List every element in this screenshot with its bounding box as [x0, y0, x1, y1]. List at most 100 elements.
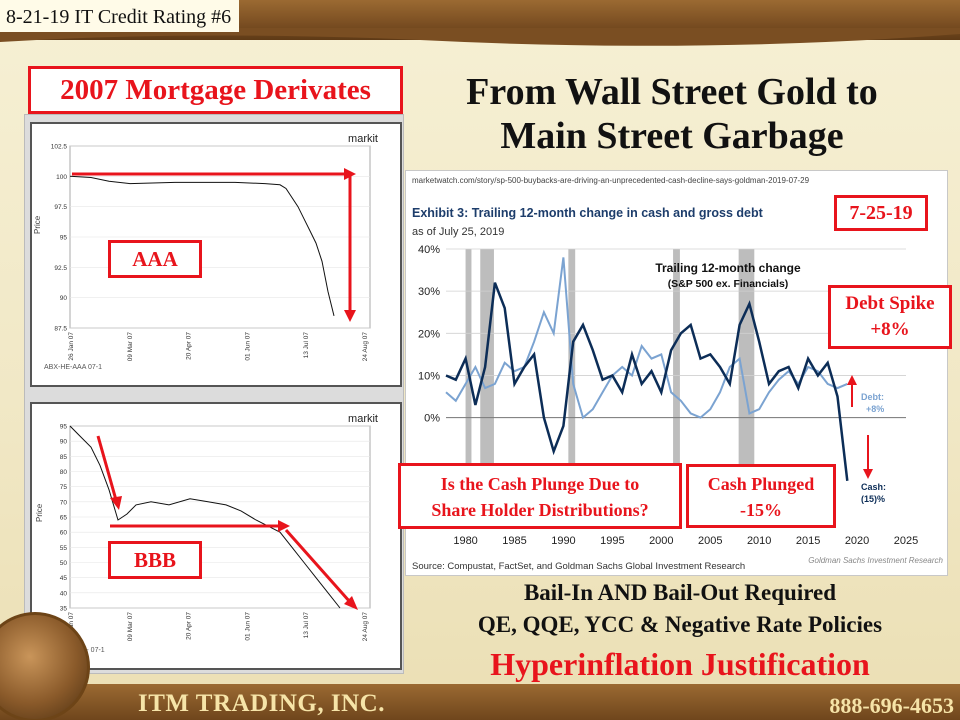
exhibit-y-tick-label: 30%	[418, 286, 440, 298]
exhibit-x-tick-label: 1995	[600, 535, 624, 547]
markit-logo: markit	[348, 413, 378, 425]
exhibit-y-tick-label: 40%	[418, 244, 440, 256]
aaa-x-tick-label: 26 Jan 07	[68, 332, 75, 361]
aaa-y-tick-label: 95	[60, 235, 68, 242]
inner-title-1: Trailing 12-month change	[655, 261, 801, 275]
bbb-x-tick-label: 13 Jul 07	[303, 612, 310, 639]
hyperinflation-text: Hyperinflation Justification	[490, 646, 870, 682]
bbb-y-tick-label: 40	[60, 590, 68, 597]
cash-end-label: Cash:	[861, 482, 886, 492]
mortgage-derivates-label: 2007 Mortgage Derivates	[28, 66, 403, 114]
bbb-y-tick-label: 70	[60, 499, 68, 506]
gs-watermark: Goldman Sachs Investment Research	[808, 556, 943, 565]
policy-text: QE, QQE, YCC & Negative Rate Policies	[477, 612, 883, 637]
bbb-ylabel: Price	[35, 503, 44, 522]
aaa-y-tick-label: 92.5	[54, 265, 67, 272]
bbb-y-tick-label: 45	[60, 575, 68, 582]
bail-in-bail-out-text: Bail-In AND Bail-Out Required	[523, 580, 837, 605]
bbb-y-tick-label: 90	[60, 439, 68, 446]
aaa-chart-svg: markit Price 102.5 100 97.5 95 92.5 90 87.5 26…	[33, 133, 378, 371]
cash-series-line	[445, 282, 849, 481]
aaa-legend: ABX-HE-AAA 07-1	[44, 364, 102, 371]
bbb-price-chart: markit Price 95 90 85 80 75 70 65 60 55 50 45 40 35 …	[30, 402, 402, 670]
bbb-drop-arrowhead	[110, 496, 122, 510]
bbb-y-tick-label: 95	[60, 424, 68, 431]
aaa-x-tick-label: 20 Apr 07	[186, 332, 193, 360]
exhibit-x-tick-label: 1990	[551, 535, 575, 547]
debt-end-value: +8%	[866, 404, 884, 414]
aaa-price-line	[69, 175, 335, 317]
cash-plunged-callout: Cash Plunged -15%	[686, 464, 836, 528]
exhibit-x-ticks: 1980 1985 1990 1995 2000 2005 2010 2015 2020 2025	[453, 535, 918, 547]
bbb-y-tick-label: 55	[60, 545, 68, 552]
aaa-callout: AAA	[108, 240, 202, 278]
title-line-2: Main Street Garbage	[500, 115, 844, 157]
aaa-ylabel: Price	[33, 215, 42, 234]
bbb-crash-arrowhead	[344, 596, 358, 610]
bottom-banner	[0, 684, 960, 720]
bbb-x-tick-label: 20 Apr 07	[186, 612, 193, 640]
aaa-x-tick-label: 01 Jun 07	[244, 332, 251, 361]
bbb-x-tick-label: 01 Jun 07	[244, 612, 251, 641]
aaa-y-tick-label: 100	[56, 174, 67, 181]
markit-logo: markit	[348, 133, 378, 145]
recession-bar	[568, 249, 576, 523]
bbb-y-tick-label: 50	[60, 560, 68, 567]
bbb-price-line	[69, 425, 341, 609]
debt-end-label: Debt:	[861, 392, 884, 402]
debt-spike-line-1: Debt Spike	[845, 293, 935, 314]
cash-end-value: (15)%	[861, 494, 885, 504]
recession-bar	[673, 249, 680, 523]
bbb-x-tick-label: 24 Aug 07	[362, 612, 369, 642]
aaa-y-ticks: 102.5 100 97.5 95 92.5 90 87.5	[51, 144, 370, 333]
aaa-y-tick-label: 90	[60, 295, 68, 302]
bbb-y-ticks: 95 90 85 80 75 70 65 60 55 50 45 40 35	[60, 424, 370, 613]
exhibit-x-tick-label: 2015	[796, 535, 820, 547]
aaa-x-ticks: 26 Jan 07 09 Mar 07 20 Apr 07 01 Jun 07 13 J…	[68, 332, 369, 362]
question-line-1: Is the Cash Plunge Due to	[440, 474, 640, 494]
coin-emblem-icon	[0, 612, 90, 720]
exhibit-x-tick-label: 2005	[698, 535, 722, 547]
aaa-y-tick-label: 102.5	[51, 144, 68, 151]
date-callout: 7-25-19	[834, 195, 928, 231]
bbb-chart-svg: markit Price 95908580757065605550454035 …	[35, 413, 378, 654]
bbb-y-tick-label: 75	[60, 484, 68, 491]
aaa-y-tick-label: 87.5	[54, 326, 67, 333]
bbb-y-tick-label: 85	[60, 454, 68, 461]
exhibit-y-tick-label: 10%	[418, 370, 440, 382]
bbb-x-tick-label: 09 Mar 07	[127, 612, 134, 642]
bbb-callout: BBB	[108, 541, 202, 579]
cash-plunged-line-2: -15%	[740, 500, 782, 520]
exhibit-x-tick-label: 2010	[747, 535, 771, 547]
bbb-y-tick-label: 35	[60, 606, 68, 613]
source-url: marketwatch.com/story/sp-500-buybacks-ar…	[412, 176, 810, 185]
recession-bar	[465, 249, 472, 523]
cash-plunged-line-1: Cash Plunged	[707, 474, 815, 494]
date-label: 8-21-19 IT Credit Rating #6	[0, 0, 240, 32]
debt-up-arrowhead	[847, 375, 857, 385]
slide-title: From Wall Street Gold to Main Street Gar…	[412, 70, 932, 158]
bbb-y-tick-label: 65	[60, 515, 68, 522]
aaa-arrowhead-down	[344, 310, 356, 322]
exhibit-chart-svg: marketwatch.com/story/sp-500-buybacks-ar…	[412, 176, 944, 572]
exhibit-x-tick-label: 1985	[502, 535, 526, 547]
exhibit-x-tick-label: 2020	[845, 535, 869, 547]
debt-spike-callout: Debt Spike +8%	[828, 285, 952, 349]
aaa-price-chart: markit Price 102.5 100 97.5 95 92.5 90 87.5 26…	[30, 122, 402, 387]
title-line-1: From Wall Street Gold to	[466, 71, 878, 113]
cash-plunge-question-callout: Is the Cash Plunge Due to Share Holder D…	[398, 463, 682, 529]
exhibit-y-ticks: 40% 30% 20% 10% 0%	[418, 244, 440, 425]
cash-down-arrowhead	[863, 469, 873, 479]
exhibit-y-tick-label: 20%	[418, 328, 440, 340]
source-note: Source: Compustat, FactSet, and Goldman …	[412, 561, 745, 572]
phone-number: 888-696-4653	[829, 693, 954, 718]
exhibit-subheading: as of July 25, 2019	[412, 226, 504, 238]
aaa-x-tick-label: 24 Aug 07	[362, 332, 369, 362]
exhibit-x-tick-label: 2000	[649, 535, 673, 547]
bbb-crash-arrow	[284, 529, 352, 603]
exhibit-x-tick-label: 2025	[894, 535, 918, 547]
bbb-flat-arrowhead	[278, 520, 290, 532]
bbb-drop-arrow	[96, 435, 118, 501]
